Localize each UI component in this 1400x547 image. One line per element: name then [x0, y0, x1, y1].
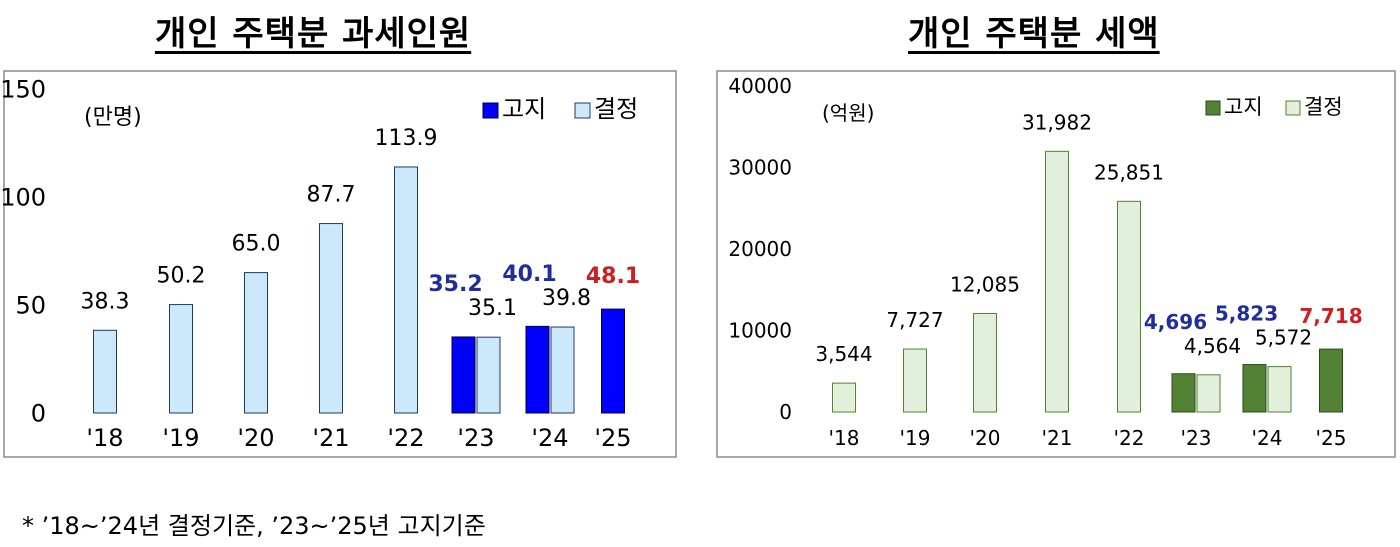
bar-right-kyuljung — [1117, 200, 1141, 413]
data-label-left-kyuljung: 50.2 — [157, 264, 206, 289]
bar-left-kyuljung — [244, 272, 268, 414]
data-label-right-kyuljung: 25,851 — [1094, 160, 1164, 184]
data-label-right-kyuljung: 4,564 — [1184, 334, 1241, 358]
legend-label-left: 결정 — [594, 95, 638, 123]
x-tick-label-left: '22 — [387, 424, 424, 452]
bar-right-kyuljung — [1196, 374, 1221, 413]
bar-left-goji — [601, 308, 625, 414]
data-label-left-goji: 40.1 — [502, 262, 556, 287]
x-tick-label-right: '22 — [1114, 426, 1145, 450]
data-label-right-kyuljung: 31,982 — [1022, 110, 1092, 134]
y-tick-label-right: 20000 — [728, 237, 792, 261]
x-tick-label-left: '20 — [237, 424, 274, 452]
footnote: * ’18~’24년 결정기준, ’23~’25년 고지기준 — [22, 512, 486, 540]
bar-right-kyuljung — [1045, 150, 1069, 413]
x-tick-label-right: '25 — [1316, 426, 1347, 450]
data-label-left-kyuljung: 65.0 — [232, 232, 281, 257]
x-tick-label-left: '19 — [162, 424, 199, 452]
unit-label-left: (만명) — [84, 105, 142, 130]
legend-swatch-left — [482, 102, 499, 119]
bar-right-goji — [1242, 364, 1267, 413]
legend-label-left: 고지 — [502, 95, 546, 123]
y-tick-label-right: 0 — [779, 400, 792, 424]
legend-label-right: 결정 — [1304, 95, 1343, 119]
data-label-left-kyuljung: 38.3 — [81, 289, 130, 314]
data-label-right-kyuljung: 7,727 — [886, 308, 943, 332]
x-tick-label-left: '23 — [457, 424, 494, 452]
data-label-left-goji: 35.2 — [428, 272, 482, 297]
bar-left-kyuljung — [394, 166, 418, 414]
x-tick-label-left: '21 — [312, 424, 349, 452]
y-tick-label-right: 10000 — [728, 319, 792, 343]
bar-left-kyuljung — [476, 336, 501, 414]
legend-swatch-left — [574, 102, 591, 119]
x-tick-label-right: '19 — [900, 426, 931, 450]
data-label-right-goji: 4,696 — [1144, 310, 1207, 334]
y-tick-label-right: 40000 — [728, 74, 792, 98]
x-tick-label-left: '18 — [86, 424, 123, 452]
data-label-right-kyuljung: 12,085 — [950, 273, 1020, 297]
bar-right-kyuljung — [903, 348, 927, 413]
legend-label-right: 고지 — [1224, 95, 1263, 119]
x-tick-label-right: '23 — [1181, 426, 1212, 450]
data-label-left-kyuljung: 35.1 — [468, 296, 517, 321]
bar-left-kyuljung — [169, 304, 193, 414]
x-tick-label-left: '24 — [531, 424, 568, 452]
bar-left-kyuljung — [550, 326, 575, 414]
x-tick-label-right: '18 — [829, 426, 860, 450]
data-label-left-kyuljung: 113.9 — [375, 126, 438, 151]
bar-right-kyuljung — [832, 382, 856, 413]
y-tick-label-left: 150 — [0, 76, 46, 104]
x-tick-label-right: '24 — [1252, 426, 1283, 450]
data-label-right-goji: 7,718 — [1299, 304, 1362, 328]
bar-right-kyuljung — [973, 313, 997, 413]
data-label-left-kyuljung: 39.8 — [542, 286, 591, 311]
bar-right-goji — [1171, 373, 1196, 413]
bar-right-kyuljung — [1267, 366, 1292, 413]
y-tick-label-right: 30000 — [728, 156, 792, 180]
x-tick-label-left: '25 — [594, 424, 631, 452]
data-label-left-goji: 48.1 — [586, 264, 640, 289]
data-label-right-kyuljung: 3,544 — [815, 342, 872, 366]
data-label-right-kyuljung: 5,572 — [1255, 326, 1312, 350]
legend-swatch-right — [1205, 100, 1221, 116]
unit-label-right: (억원) — [822, 101, 874, 125]
bar-left-kyuljung — [319, 223, 343, 414]
bar-left-kyuljung — [93, 329, 117, 414]
x-tick-label-right: '21 — [1042, 426, 1073, 450]
legend-swatch-right — [1285, 100, 1301, 116]
x-tick-label-right: '20 — [970, 426, 1001, 450]
bar-right-goji — [1319, 348, 1343, 413]
bar-left-goji — [525, 325, 550, 414]
chart-title-left: 개인 주택분 과세인원 — [155, 14, 472, 54]
y-tick-label-left: 0 — [31, 400, 46, 428]
data-label-left-kyuljung: 87.7 — [307, 183, 356, 208]
y-tick-label-left: 100 — [0, 184, 46, 212]
y-tick-label-left: 50 — [15, 292, 46, 320]
data-label-right-goji: 5,823 — [1215, 302, 1278, 326]
chart-title-right: 개인 주택분 세액 — [908, 14, 1160, 54]
bar-left-goji — [451, 336, 476, 414]
